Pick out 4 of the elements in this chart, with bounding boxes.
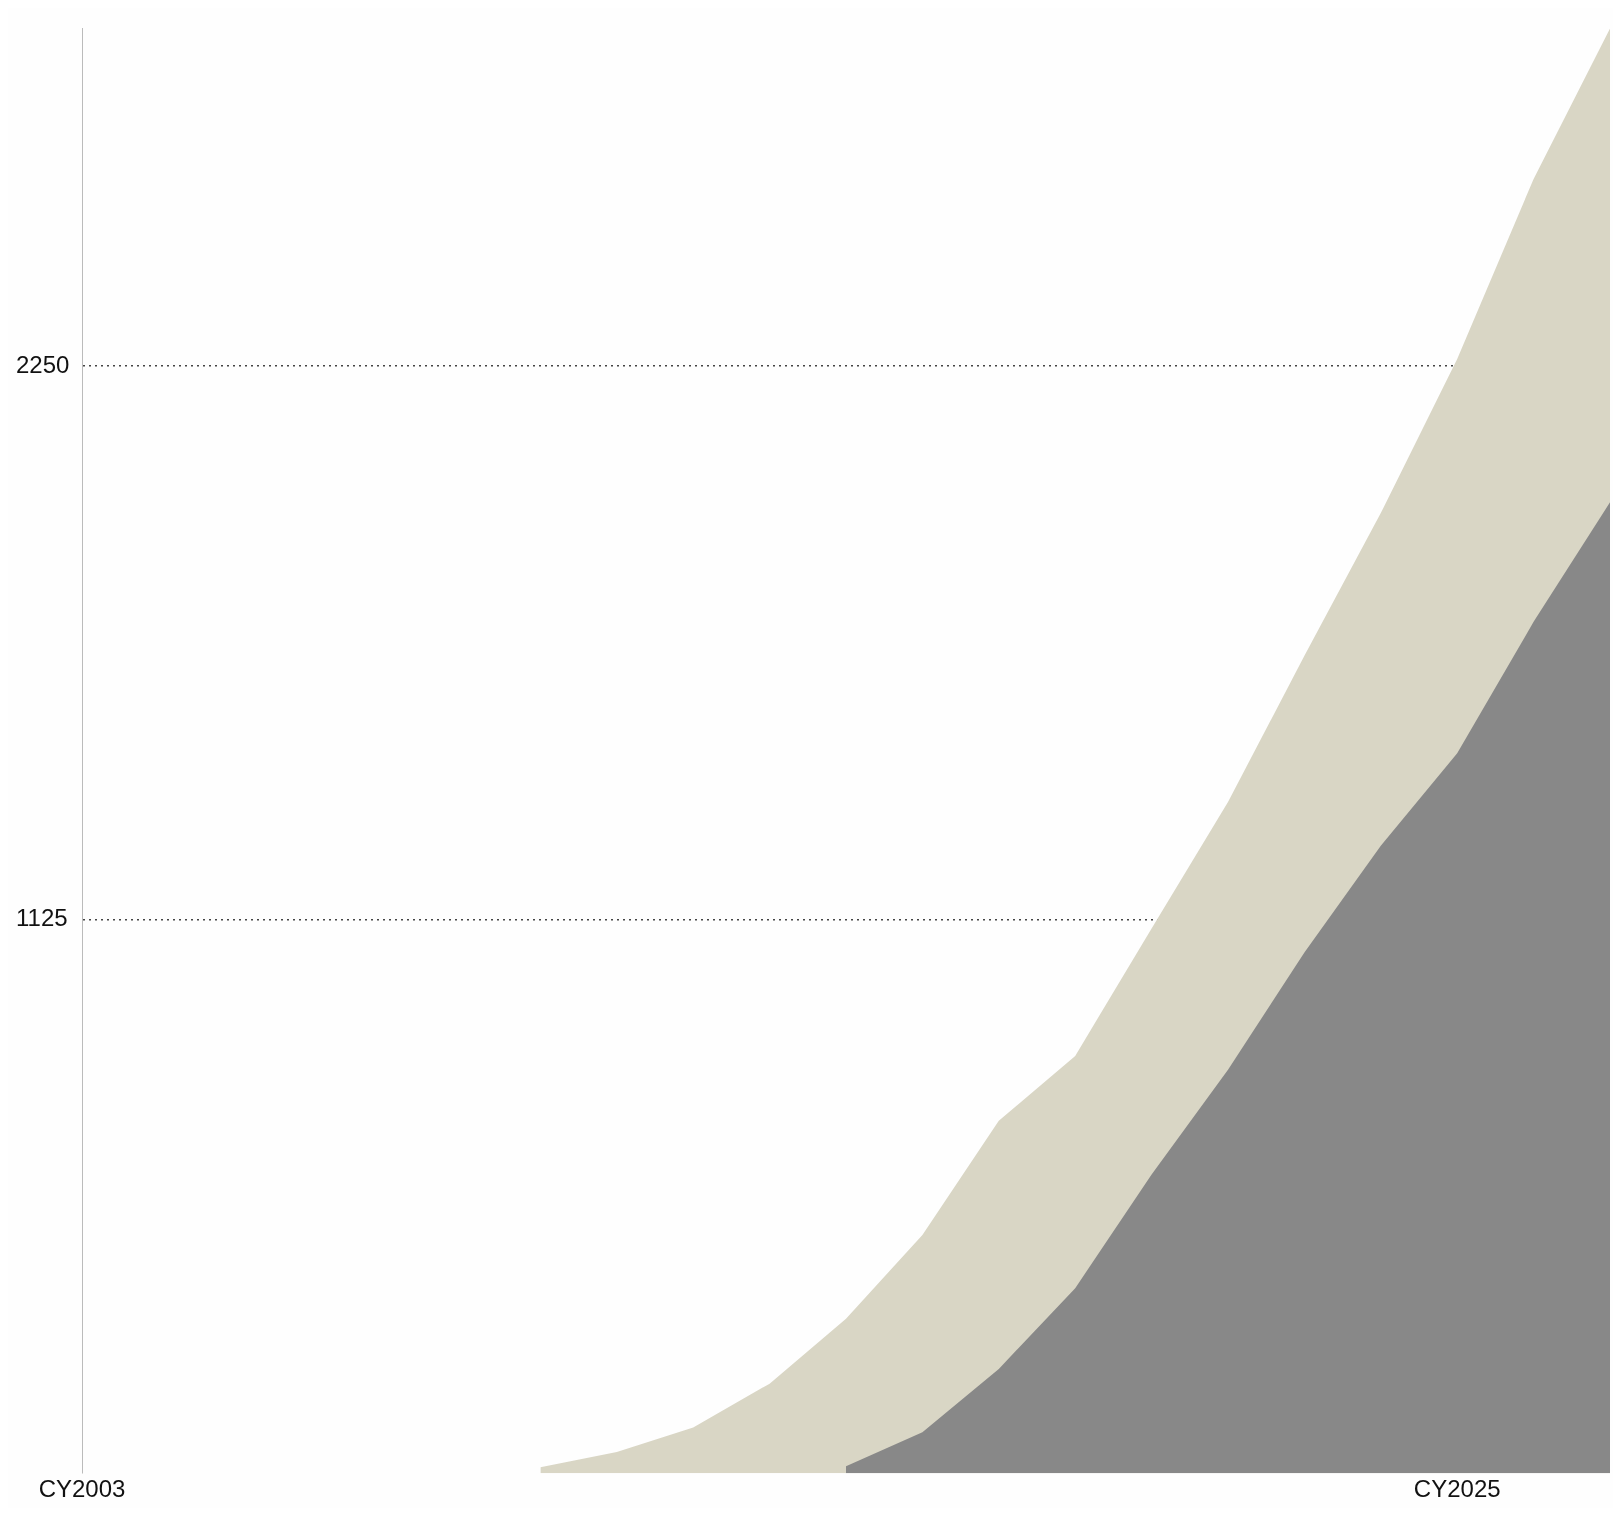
y-tick-label: 1125 [16, 904, 68, 932]
x-tick-label: CY2003 [38, 1475, 126, 1503]
y-tick-label: 2250 [16, 350, 70, 378]
x-tick-label: CY2025 [1413, 1475, 1501, 1503]
